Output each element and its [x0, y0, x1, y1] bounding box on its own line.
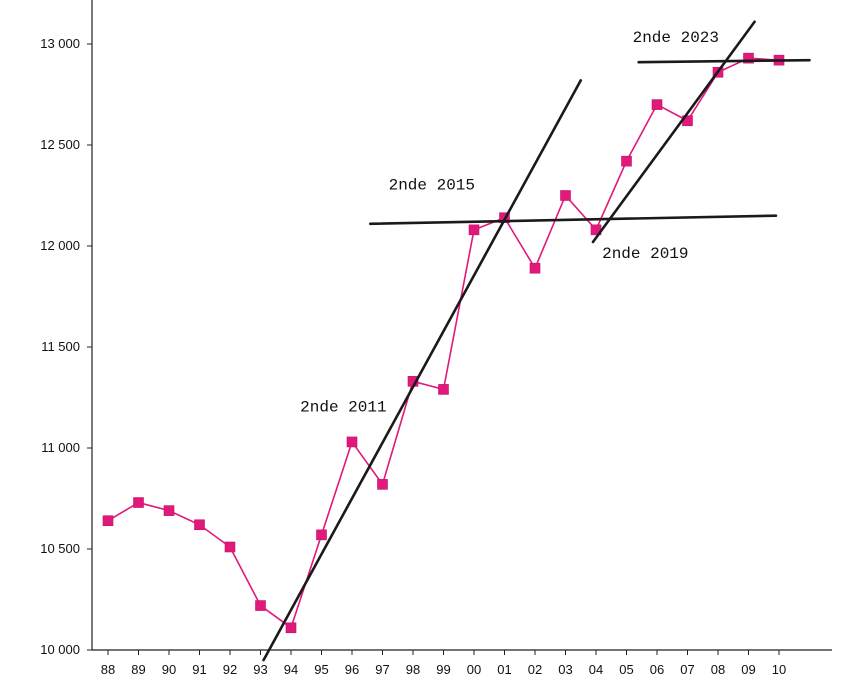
annotations: 2nde 2011 2nde 2015 2nde 2019 2nde 2023	[300, 29, 719, 417]
y-tick-label: 12 000	[40, 238, 80, 253]
data-point	[285, 622, 297, 634]
x-tick-label: 92	[223, 662, 237, 677]
annotation-label: 2nde 2015	[389, 176, 475, 194]
data-point	[102, 515, 114, 527]
data-point	[346, 436, 358, 448]
x-tick-label: 04	[589, 662, 603, 677]
x-tick-label: 10	[772, 662, 786, 677]
x-tick-label: 99	[436, 662, 450, 677]
annotation-label: 2nde 2023	[633, 29, 719, 47]
x-tick-label: 94	[284, 662, 298, 677]
chart-axes	[91, 0, 832, 651]
x-tick-label: 88	[101, 662, 115, 677]
x-tick-label: 98	[406, 662, 420, 677]
y-tick-label: 10 500	[40, 541, 80, 556]
x-tick-label: 08	[711, 662, 725, 677]
x-tick-label: 00	[467, 662, 481, 677]
data-point	[255, 600, 266, 611]
data-point	[651, 99, 663, 110]
data-point	[743, 52, 754, 64]
trend-lines	[262, 20, 811, 662]
trend-line	[637, 58, 811, 64]
trend-line	[591, 20, 756, 244]
x-tick-label: 93	[253, 662, 267, 677]
series-line	[107, 57, 780, 630]
y-axis-ticks: 10 000 10 500 11 000 11 500 12 000 12 500 13 0…	[40, 36, 92, 657]
x-tick-label: 90	[162, 662, 176, 677]
x-axis-ticks: 88 89 90 91 92 93 94 95 96 97 98 99 00 01 02 03 04 05 06 07…	[101, 650, 786, 677]
y-tick-label: 11 500	[41, 339, 80, 354]
x-tick-label: 06	[650, 662, 664, 677]
data-point	[316, 529, 327, 541]
data-point	[133, 497, 144, 508]
annotation-label: 2nde 2011	[300, 399, 386, 417]
data-point	[194, 519, 205, 531]
x-tick-label: 91	[192, 662, 206, 677]
x-tick-label: 97	[375, 662, 389, 677]
x-tick-label: 01	[497, 662, 511, 677]
trend-line	[368, 214, 778, 226]
trend-line	[262, 79, 583, 662]
data-point	[560, 190, 571, 201]
annotation-label: 2nde 2019	[602, 245, 688, 263]
x-tick-label: 95	[314, 662, 328, 677]
data-point	[438, 384, 449, 395]
x-tick-label: 07	[680, 662, 694, 677]
x-tick-label: 03	[558, 662, 572, 677]
data-point	[621, 155, 632, 167]
y-tick-label: 11 000	[41, 440, 80, 455]
data-point	[163, 505, 175, 516]
data-point	[224, 541, 236, 553]
data-series	[102, 52, 785, 634]
x-tick-label: 02	[528, 662, 542, 677]
x-tick-label: 96	[345, 662, 359, 677]
y-tick-label: 12 500	[40, 137, 80, 152]
data-point	[377, 479, 388, 490]
x-tick-label: 05	[619, 662, 633, 677]
y-tick-label: 13 000	[40, 36, 80, 51]
data-point	[529, 262, 541, 274]
data-point	[468, 224, 480, 236]
x-tick-label: 09	[741, 662, 755, 677]
x-tick-label: 89	[131, 662, 145, 677]
y-tick-label: 10 000	[40, 642, 80, 657]
